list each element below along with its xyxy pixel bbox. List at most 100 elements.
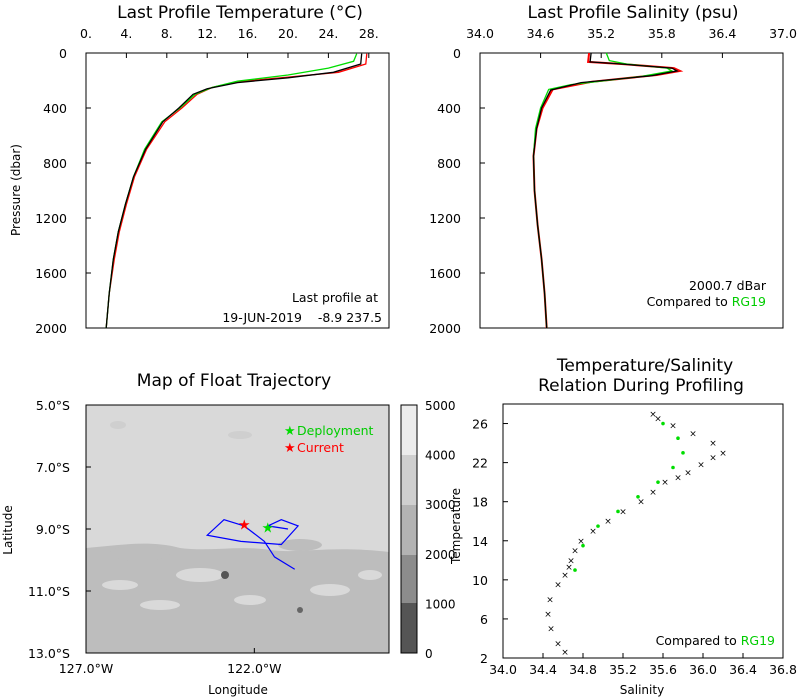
temperature-axis-label: Temperature: [449, 488, 463, 565]
ts-x-tick-label: 36.0: [689, 662, 717, 677]
ts-point-black: ×: [674, 473, 682, 483]
colorbar-band: [401, 505, 417, 555]
ts-compared-label: Compared to: [656, 633, 741, 648]
ts-x-tick-label: 34.8: [569, 662, 597, 677]
ts-point-black: ×: [661, 478, 669, 488]
ts-point-black: ×: [554, 581, 562, 591]
temperature-y-axis: 0 400 800 1200 1600 2000: [35, 46, 91, 336]
ts-title-line1: Temperature/Salinity: [556, 356, 733, 376]
map-bathymetry-patch: [228, 431, 252, 439]
temperature-note-line1: Last profile at: [292, 290, 378, 305]
temperature-y-tick-label: 400: [43, 101, 67, 116]
temperature-x-axis: 0. 4. 8. 12. 16. 20. 24. 28.: [80, 26, 379, 58]
ts-x-tick-label: 35.2: [609, 662, 637, 677]
ts-point-black: ×: [604, 517, 612, 527]
map-bathymetry-patch: [310, 584, 350, 596]
map-seamount: [221, 571, 229, 579]
ts-point-black: ×: [547, 625, 555, 635]
temperature-profile-line-red: [105, 53, 368, 329]
ts-x-tick-label: 34.4: [529, 662, 557, 677]
map-bathymetry-patch: [234, 595, 266, 605]
salinity-x-tick-label: 34.6: [527, 26, 555, 41]
ts-point-black: ×: [554, 639, 562, 649]
ts-point-green: [661, 421, 665, 426]
salinity-x-tick-label: 34.0: [466, 26, 494, 41]
temperature-plot-frame: [85, 52, 390, 329]
ts-panel: Temperature/Salinity Relation During Pro…: [449, 356, 797, 697]
salinity-reference-label: RG19: [732, 294, 766, 309]
ts-point-black: ×: [654, 415, 662, 425]
salinity-y-tick-label: 400: [437, 101, 461, 116]
colorbar-tick-label: 4000: [425, 449, 456, 463]
salinity-x-tick-label: 35.2: [587, 26, 615, 41]
ts-point-black: ×: [561, 571, 569, 581]
salinity-profile-line-green: [532, 52, 674, 329]
salinity-profile-line-red: [532, 52, 684, 329]
ts-point-green: [671, 465, 675, 470]
salinity-y-tick-label: 0: [453, 46, 461, 61]
map-x-tick-label: 127.0°W: [59, 661, 113, 676]
latitude-axis-label: Latitude: [1, 505, 15, 554]
salinity-note-line2: Compared to RG19: [647, 294, 766, 309]
temperature-y-tick-label: 1600: [35, 266, 67, 281]
ts-point-black: ×: [719, 449, 727, 459]
ts-point-green: [596, 524, 600, 528]
ts-point-black: ×: [544, 610, 552, 620]
salinity-note-line1: 2000.7 dBar: [689, 278, 767, 293]
ts-reference-label: RG19: [741, 633, 775, 648]
ts-y-tick-label: 22: [472, 456, 488, 471]
salinity-y-tick-label: 2000: [429, 321, 461, 336]
temperature-profile-line-black: [105, 53, 363, 329]
ts-point-green: [681, 451, 685, 455]
temperature-x-tick-label: 16.: [238, 26, 258, 41]
salinity-y-tick-label: 1200: [429, 211, 461, 226]
ts-point-black: ×: [637, 498, 645, 508]
salinity-title: Last Profile Salinity (psu): [527, 3, 738, 23]
ts-y-tick-label: 10: [472, 573, 488, 588]
temperature-note-line2: 19-JUN-2019 -8.9 237.5: [222, 310, 382, 325]
current-star-icon: ★: [238, 517, 251, 533]
salinity-y-tick-label: 1600: [429, 266, 461, 281]
temperature-y-tick-label: 2000: [35, 321, 67, 336]
temperature-profiles: [105, 53, 368, 329]
map-bathymetry-patch: [176, 568, 224, 582]
colorbar-band: [401, 405, 417, 455]
ts-x-tick-label: 36.8: [769, 662, 797, 677]
trajectory-line: [205, 519, 300, 570]
colorbar-band: [401, 455, 417, 505]
map-x-tick-label: 122.0°W: [227, 661, 281, 676]
temperature-y-tick-label: 800: [43, 156, 67, 171]
colorbar-tick-label: 3000: [425, 498, 456, 512]
ts-point-green: [656, 480, 660, 484]
temperature-x-tick-label: 0.: [80, 26, 92, 41]
temperature-profile-line-green: [105, 53, 358, 329]
salinity-profiles: [532, 52, 684, 329]
salinity-x-tick-label: 36.4: [708, 26, 736, 41]
map-bathymetry-patch: [102, 580, 138, 590]
ts-point-black: ×: [619, 507, 627, 517]
temperature-title: Last Profile Temperature (°C): [117, 3, 363, 23]
ts-point-black: ×: [565, 563, 573, 573]
ts-scatter-points: ××××××××××××××××× × ××× ××××××: [544, 410, 727, 658]
map-y-tick-label: 9.0°S: [36, 522, 70, 537]
ts-point-green: [636, 495, 640, 499]
ts-point-black: ×: [669, 421, 677, 431]
ts-title-line2: Relation During Profiling: [538, 376, 744, 396]
colorbar-tick-label: 2000: [425, 548, 456, 562]
longitude-axis-label: Longitude: [208, 683, 268, 697]
map-y-tick-label: 11.0°S: [28, 584, 70, 599]
ts-point-black: ×: [561, 648, 569, 658]
ts-point-green: [676, 436, 680, 440]
ts-point-black: ×: [567, 556, 575, 566]
ts-point-black: ×: [577, 537, 585, 547]
salinity-plot-frame: [479, 52, 784, 329]
ts-point-black: ×: [684, 468, 692, 478]
salinity-x-tick-label: 37.0: [769, 26, 797, 41]
salinity-axis-label: Salinity: [620, 683, 664, 697]
colorbar-tick-label: 5000: [425, 399, 456, 413]
ts-x-tick-label: 34.0: [489, 662, 517, 677]
ts-point-black: ×: [589, 527, 597, 537]
ts-y-tick-label: 14: [472, 534, 488, 549]
